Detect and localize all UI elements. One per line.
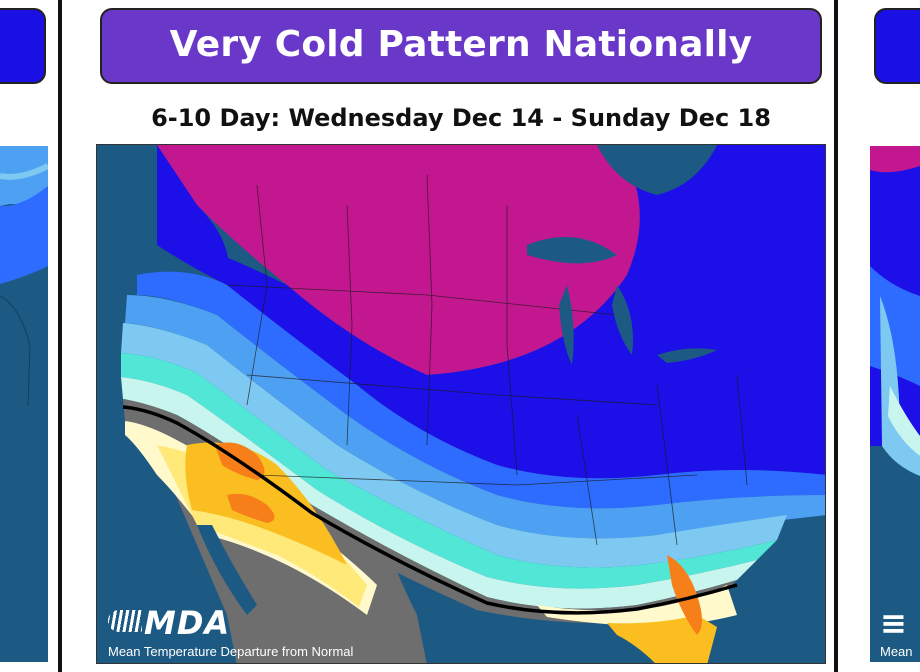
map-caption: Mean Temperature Departure from Normal bbox=[108, 644, 354, 659]
band-pale-cyan bbox=[121, 377, 757, 609]
band-se-amber bbox=[607, 615, 717, 663]
great-lakes bbox=[527, 237, 717, 365]
band-magenta bbox=[157, 145, 640, 375]
band-amber bbox=[185, 442, 347, 565]
band-blue-mid bbox=[137, 271, 825, 509]
state-borders bbox=[226, 174, 748, 546]
mda-logo: MDA bbox=[108, 604, 231, 642]
right-panel-caption: Mean bbox=[880, 644, 913, 659]
panel-divider-left bbox=[58, 0, 62, 672]
band-sky bbox=[121, 323, 787, 568]
band-orange-arizona bbox=[227, 493, 275, 523]
band-blue-deep-west bbox=[157, 145, 229, 285]
page-title: Very Cold Pattern Nationally bbox=[169, 24, 753, 65]
right-panel-banner bbox=[874, 8, 920, 84]
zero-contour bbox=[122, 405, 738, 615]
mda-logo-mark bbox=[108, 610, 142, 632]
band-blue-deep-east bbox=[197, 145, 825, 479]
band-aqua bbox=[121, 353, 777, 589]
date-range-subtitle: 6-10 Day: Wednesday Dec 14 - Sunday Dec … bbox=[151, 104, 771, 132]
mda-logo-text: MDA bbox=[144, 604, 231, 642]
gulf-of-california bbox=[197, 525, 257, 615]
left-panel-map bbox=[0, 146, 48, 662]
temperature-departure-map bbox=[96, 144, 826, 664]
band-blue-light bbox=[125, 295, 825, 539]
right-panel-logo: ≡ bbox=[880, 604, 907, 642]
title-banner: Very Cold Pattern Nationally bbox=[100, 8, 822, 84]
panel-divider-right bbox=[834, 0, 838, 672]
hudson-bay bbox=[597, 145, 717, 195]
band-florida-orange bbox=[667, 555, 702, 635]
left-panel-banner bbox=[0, 8, 46, 84]
right-panel-map bbox=[870, 146, 920, 662]
